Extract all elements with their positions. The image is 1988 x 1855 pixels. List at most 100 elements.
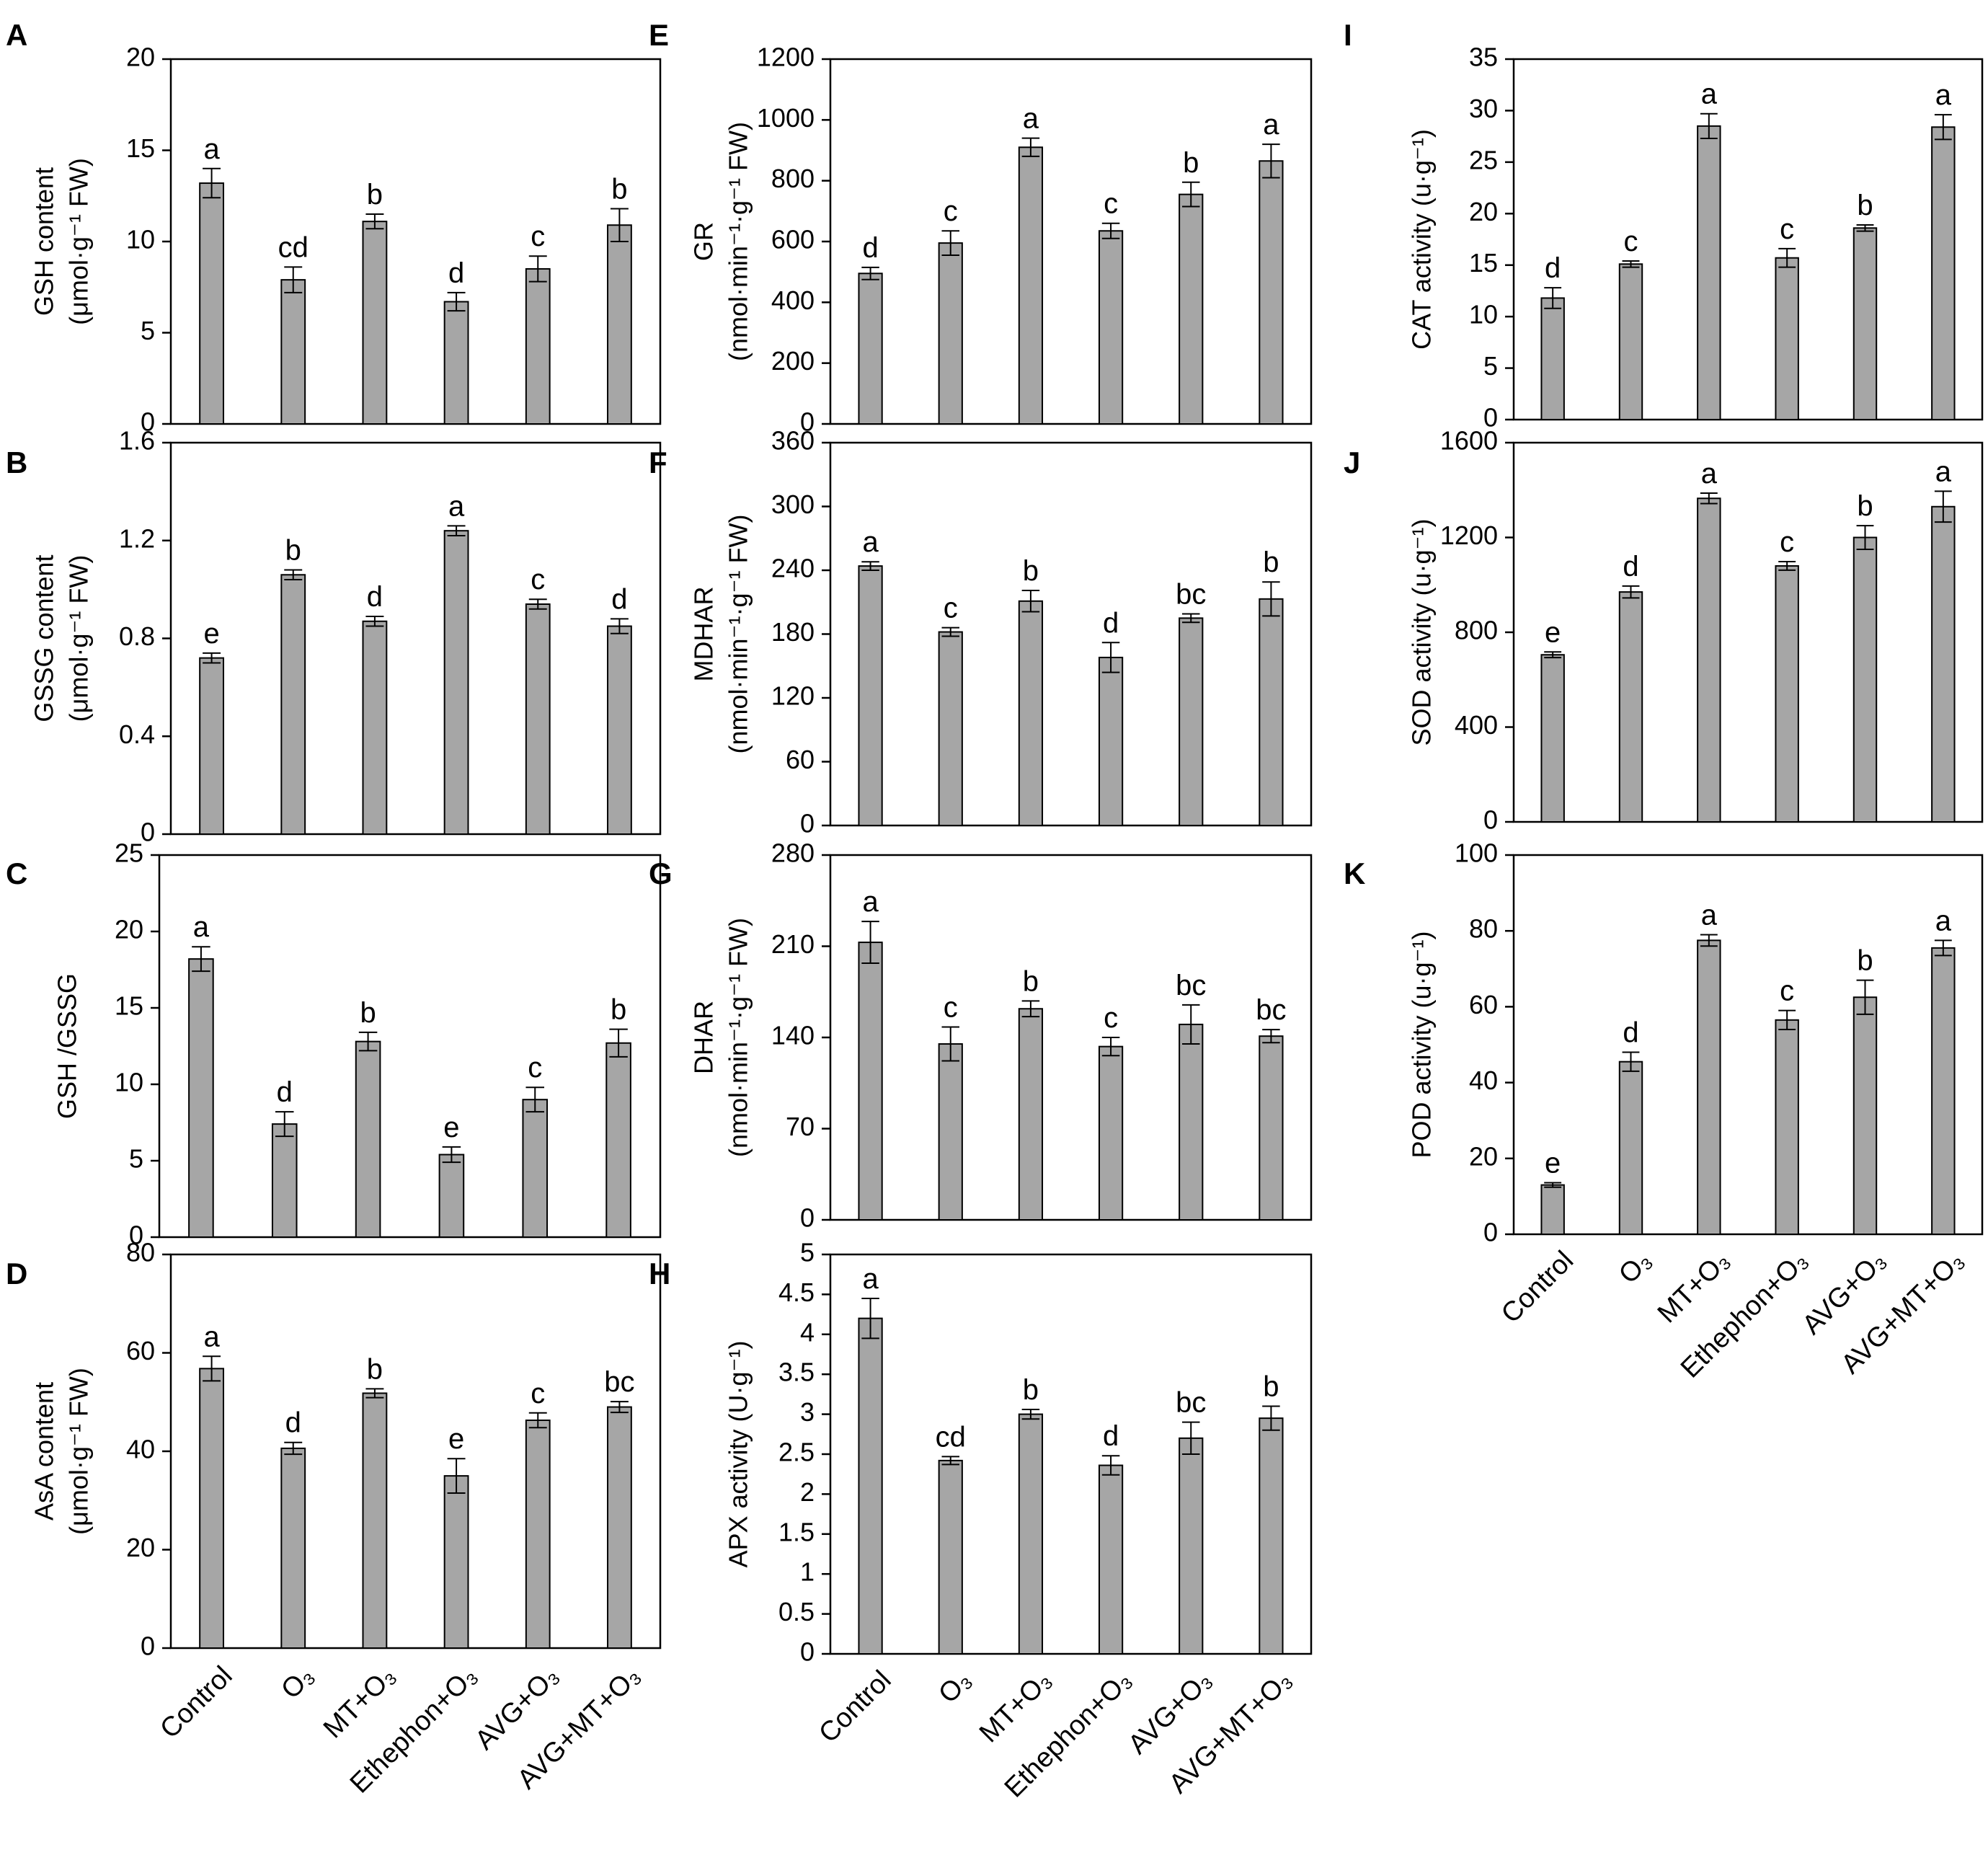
significance-letter: d [1623,1017,1638,1049]
significance-letter: c [1780,526,1794,558]
plot-frame [1512,58,1984,421]
y-axis-label: (nmol·min⁻¹·g⁻¹ FW) [724,122,753,361]
error-bar [1021,1000,1040,1018]
y-tick-label: 100 [1455,838,1498,868]
error-bar [861,921,879,964]
error-bar [1021,137,1040,157]
bar-avg-o [1179,1437,1204,1655]
bar-mt-o [362,620,388,836]
bar-avg-mt-o [1259,1035,1284,1221]
error-bar [365,1388,384,1399]
error-bar [941,627,960,637]
y-axis-label: SOD activity (u·g⁻¹) [1407,518,1437,745]
significance-letter: e [448,1423,464,1455]
significance-letter: a [203,1321,220,1352]
bar-avg-mt-o [1259,1417,1284,1655]
y-tick-label: 1 [800,1557,815,1587]
bar-avg-mt-o [1931,505,1956,823]
panel-e: E 0 200 400 600 800 1000 1200 GR (nmol·min⁻¹·g⁻¹ … [649,18,1313,437]
bar-avg-mt-o [605,1042,631,1238]
significance-letter: b [367,1353,383,1385]
panel-letter: E [649,18,669,52]
bar-control [199,657,224,836]
y-axis-label: (μmol·g⁻¹ FW) [64,555,94,722]
error-bar [610,208,629,242]
bar-avg-o [525,267,551,425]
error-bar [1778,1009,1796,1030]
bar-o [938,242,963,425]
plot-frame [158,854,662,1239]
panel-letter: F [649,446,667,479]
y-axis-label: DHAR [689,1001,719,1074]
error-bar [1700,112,1718,139]
y-tick-label: 2 [800,1477,815,1507]
y-tick-label: 25 [1469,145,1498,174]
plot-frame [829,58,1313,425]
y-tick-label: 5 [800,1238,815,1267]
x-tick-label-control: Control [813,1665,897,1748]
error-bar [528,255,547,283]
significance-letter: c [531,1378,545,1409]
significance-letter: c [1104,1002,1118,1034]
significance-letter: cd [936,1421,966,1453]
y-axis-label: APX activity (U·g⁻¹) [724,1340,753,1567]
y-tick-label: 400 [771,285,815,315]
significance-letter: c [944,195,958,227]
bar-avg-mt-o [1931,947,1956,1235]
y-tick-label: 0 [1483,805,1498,835]
significance-letter: b [1023,965,1039,997]
y-tick-label: 5 [1483,351,1498,381]
bar-control [1540,1184,1565,1235]
bar-avg-mt-o [1931,126,1956,421]
y-tick-label: 0 [1483,403,1498,433]
error-bar [1021,590,1040,613]
bar-control [199,182,224,425]
error-bar [1021,1408,1040,1420]
bar-mt-o [362,221,388,425]
y-tick-label: 20 [126,1533,155,1562]
y-tick-label: 40 [1469,1066,1498,1095]
y-tick-label: 20 [115,915,143,944]
bar-o [280,279,306,425]
bar-o [938,1459,963,1655]
error-bar [1181,1004,1200,1045]
error-bar [1700,492,1718,505]
panel-a: A 0 5 10 15 20 GSH content (μmol·g⁻¹ FW) a cd b d c b [6,18,662,437]
y-tick-label: 10 [1469,300,1498,329]
y-tick-label: 2.5 [778,1438,815,1467]
error-bar [1181,1421,1200,1455]
x-tick-label-o: O₃ [1613,1245,1658,1290]
significance-letter: d [448,257,464,289]
error-bar [1622,260,1640,268]
significance-letter: d [277,1076,293,1108]
significance-letter: a [448,490,465,522]
bar-ethephon-o [1775,257,1799,421]
plot-frame [1512,854,1984,1236]
error-bar [365,615,384,627]
y-tick-label: 0 [129,1221,143,1250]
bar-control [199,1368,224,1649]
y-tick-label: 400 [1455,710,1498,740]
x-tick-label-control: Control [1496,1245,1579,1329]
y-tick-label: 1.6 [119,426,155,456]
error-bar [192,946,210,973]
y-tick-label: 70 [786,1112,815,1141]
error-bar [447,291,466,312]
bar-o [1618,1061,1643,1236]
panel-f: F 0 60 120 180 240 300 360 MDHAR (nmol·min⁻¹·g⁻¹ … [649,426,1313,838]
bar-mt-o [362,1392,388,1649]
panel-letter: I [1344,18,1352,52]
significance-letter: a [193,911,210,943]
y-tick-label: 240 [771,554,815,583]
error-bar [1101,1037,1120,1057]
y-tick-label: 180 [771,617,815,647]
panel-c: C 0 5 10 15 20 25 GSH /GSSG a d b e c b [6,838,662,1250]
significance-letter: c [531,564,545,596]
significance-letter: a [1263,109,1279,141]
bar-avg-o [1852,996,1878,1235]
error-bar [1101,1455,1120,1476]
y-axis-label: GSH content [30,167,59,316]
y-tick-label: 0 [141,1632,155,1661]
y-tick-label: 0 [800,407,815,437]
